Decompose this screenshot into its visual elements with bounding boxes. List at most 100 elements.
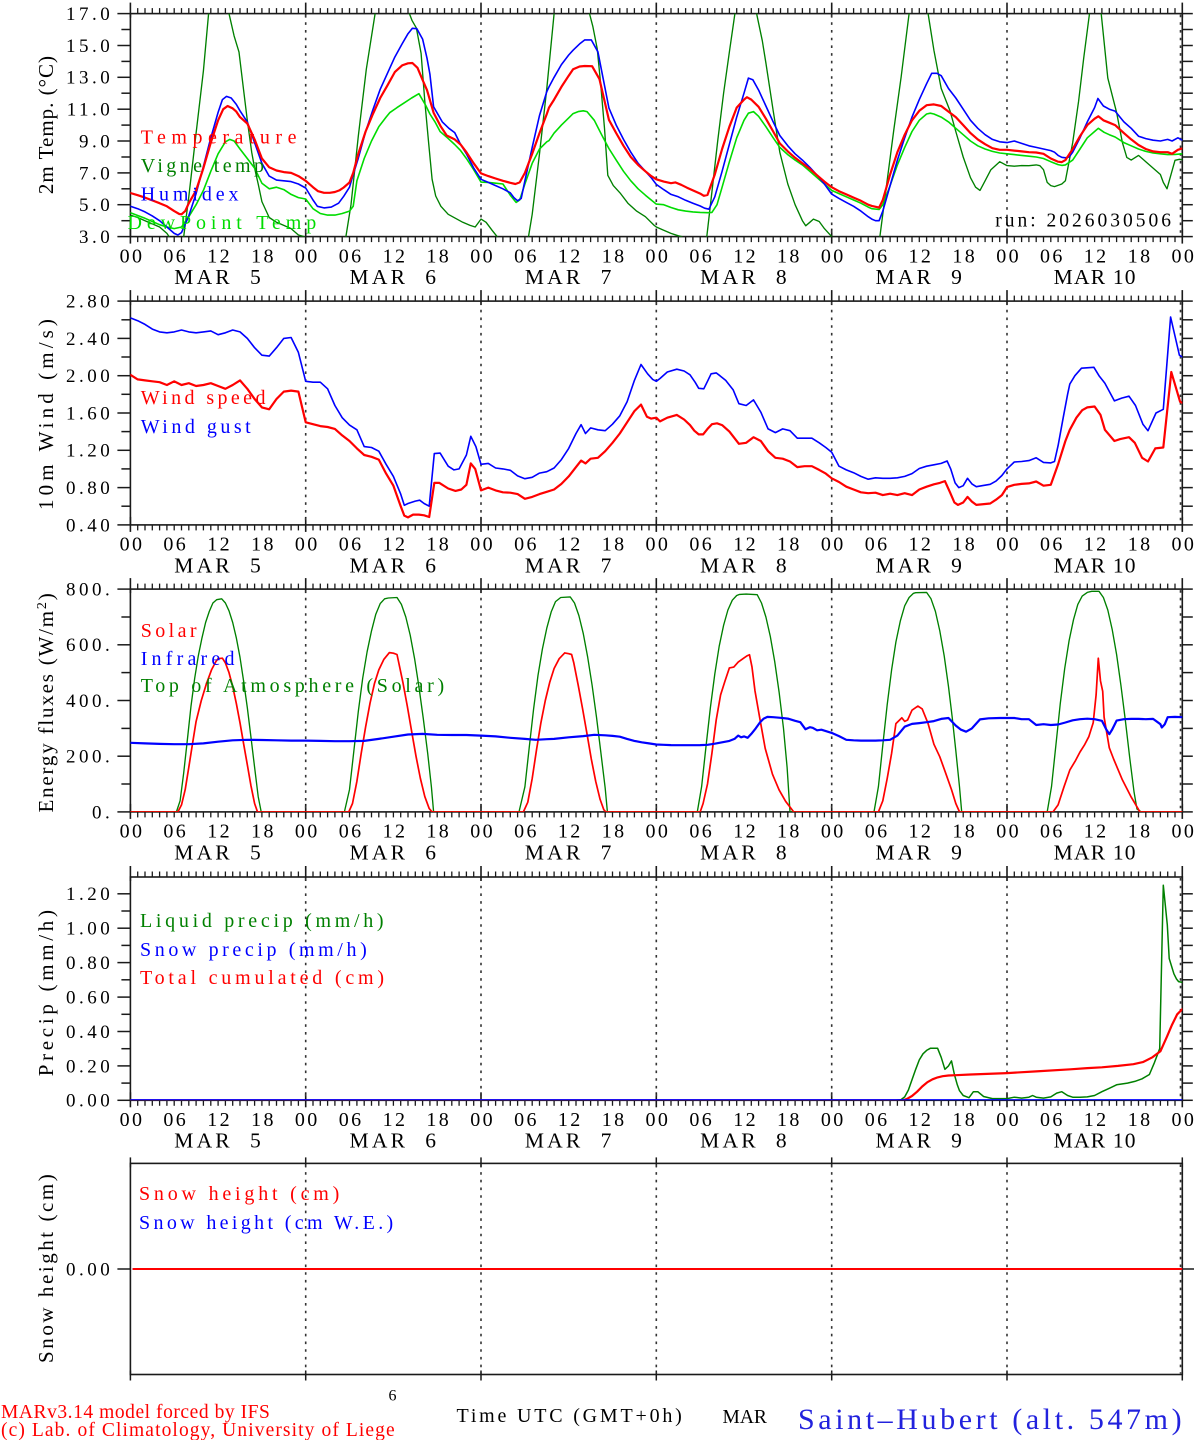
svg-text:Snow height (cm): Snow height (cm) [139,1183,343,1205]
svg-text:600.: 600. [66,635,113,656]
svg-text:12: 12 [1084,821,1109,843]
svg-text:Snow height (cm): Snow height (cm) [34,1172,58,1363]
svg-text:1.00: 1.00 [66,919,113,940]
svg-text:18: 18 [251,821,276,843]
svg-text:MAR 9: MAR 9 [875,265,965,289]
svg-text:06: 06 [514,245,539,267]
svg-text:18: 18 [777,1109,802,1131]
svg-text:MAR 9: MAR 9 [875,553,965,577]
svg-text:MAR 7: MAR 7 [525,265,615,289]
svg-text:0.80: 0.80 [66,953,113,974]
svg-text:Total cumulated (cm): Total cumulated (cm) [140,967,388,989]
svg-text:18: 18 [1128,245,1153,267]
svg-text:00: 00 [295,534,320,556]
svg-text:00: 00 [996,534,1021,556]
svg-text:00: 00 [470,245,495,267]
svg-text:00: 00 [470,534,495,556]
svg-text:Infrared: Infrared [141,648,239,670]
svg-text:00: 00 [996,821,1021,843]
svg-text:06: 06 [689,245,714,267]
svg-text:06: 06 [1040,821,1065,843]
svg-text:3.0: 3.0 [79,227,113,248]
svg-text:(c) Lab. of Climatology, Unive: (c) Lab. of Climatology, University of L… [1,1420,396,1440]
svg-text:12: 12 [558,534,583,556]
svg-text:18: 18 [1128,821,1153,843]
svg-text:12: 12 [383,534,408,556]
svg-text:MAR 7: MAR 7 [525,553,615,577]
svg-text:MAR 8: MAR 8 [700,1129,790,1153]
svg-text:MAR 7: MAR 7 [525,840,615,864]
svg-text:0.40: 0.40 [66,1022,113,1043]
svg-text:12: 12 [383,1109,408,1131]
svg-text:06: 06 [339,821,364,843]
svg-text:MAR 9: MAR 9 [875,840,965,864]
svg-text:00: 00 [470,821,495,843]
svg-text:12: 12 [733,534,758,556]
svg-text:00: 00 [645,821,670,843]
svg-text:00: 00 [821,534,846,556]
svg-text:2.00: 2.00 [66,366,113,387]
svg-text:17.0: 17.0 [66,4,113,25]
svg-text:00: 00 [645,1109,670,1131]
svg-text:MAR 10: MAR 10 [1054,265,1137,289]
svg-text:00: 00 [1171,245,1194,267]
svg-text:18: 18 [426,245,451,267]
svg-text:400.: 400. [66,691,113,712]
svg-text:06: 06 [163,245,188,267]
svg-text:18: 18 [602,534,627,556]
svg-text:MAR 5: MAR 5 [174,1129,264,1153]
svg-text:Wind speed: Wind speed [141,387,269,409]
svg-text:MAR: MAR [723,1407,767,1428]
svg-text:10m Wind (m/s): 10m Wind (m/s) [34,315,58,510]
svg-text:12: 12 [1084,245,1109,267]
svg-text:1.20: 1.20 [66,884,113,905]
svg-text:12: 12 [207,245,232,267]
svg-text:11.0: 11.0 [67,100,114,121]
svg-text:12: 12 [908,821,933,843]
svg-text:0.80: 0.80 [66,478,113,499]
svg-text:MARv3.14 model forced by IFS: MARv3.14 model forced by IFS [1,1402,270,1423]
svg-text:Solar: Solar [141,620,200,642]
svg-text:06: 06 [514,1109,539,1131]
svg-text:06: 06 [163,821,188,843]
svg-text:12: 12 [1084,534,1109,556]
svg-text:06: 06 [689,534,714,556]
svg-text:MAR 5: MAR 5 [174,840,264,864]
svg-text:MAR 7: MAR 7 [525,1129,615,1153]
svg-text:0.40: 0.40 [66,515,113,536]
svg-text:12: 12 [383,245,408,267]
svg-text:06: 06 [514,534,539,556]
svg-text:06: 06 [865,245,890,267]
svg-text:00: 00 [1171,821,1194,843]
svg-text:18: 18 [952,534,977,556]
svg-text:06: 06 [689,1109,714,1131]
svg-text:Saint–Hubert (alt. 547m): Saint–Hubert (alt. 547m) [798,1403,1185,1436]
svg-text:800.: 800. [66,580,113,601]
svg-text:MAR 5: MAR 5 [174,265,264,289]
svg-text:06: 06 [163,1109,188,1131]
svg-text:0.20: 0.20 [66,1056,113,1077]
svg-text:18: 18 [251,245,276,267]
svg-text:18: 18 [777,534,802,556]
svg-text:00: 00 [996,1109,1021,1131]
svg-text:MAR 8: MAR 8 [700,553,790,577]
svg-text:7.0: 7.0 [79,163,113,184]
svg-text:0.60: 0.60 [66,988,113,1009]
svg-text:00: 00 [120,245,145,267]
svg-text:Humidex: Humidex [141,184,243,206]
svg-text:18: 18 [251,534,276,556]
svg-text:MAR 5: MAR 5 [174,553,264,577]
svg-text:Vigne temp: Vigne temp [141,155,268,177]
svg-text:Time UTC (GMT+0h): Time UTC (GMT+0h) [457,1405,685,1427]
svg-text:2.80: 2.80 [66,292,113,313]
svg-text:9.0: 9.0 [79,131,113,152]
svg-text:12: 12 [733,821,758,843]
svg-text:DewPoint Temp: DewPoint Temp [128,212,322,234]
svg-text:MAR 6: MAR 6 [350,265,440,289]
svg-text:00: 00 [821,245,846,267]
svg-text:12: 12 [207,821,232,843]
svg-text:00: 00 [645,245,670,267]
svg-text:12: 12 [207,534,232,556]
svg-text:00: 00 [120,821,145,843]
svg-text:12: 12 [558,1109,583,1131]
